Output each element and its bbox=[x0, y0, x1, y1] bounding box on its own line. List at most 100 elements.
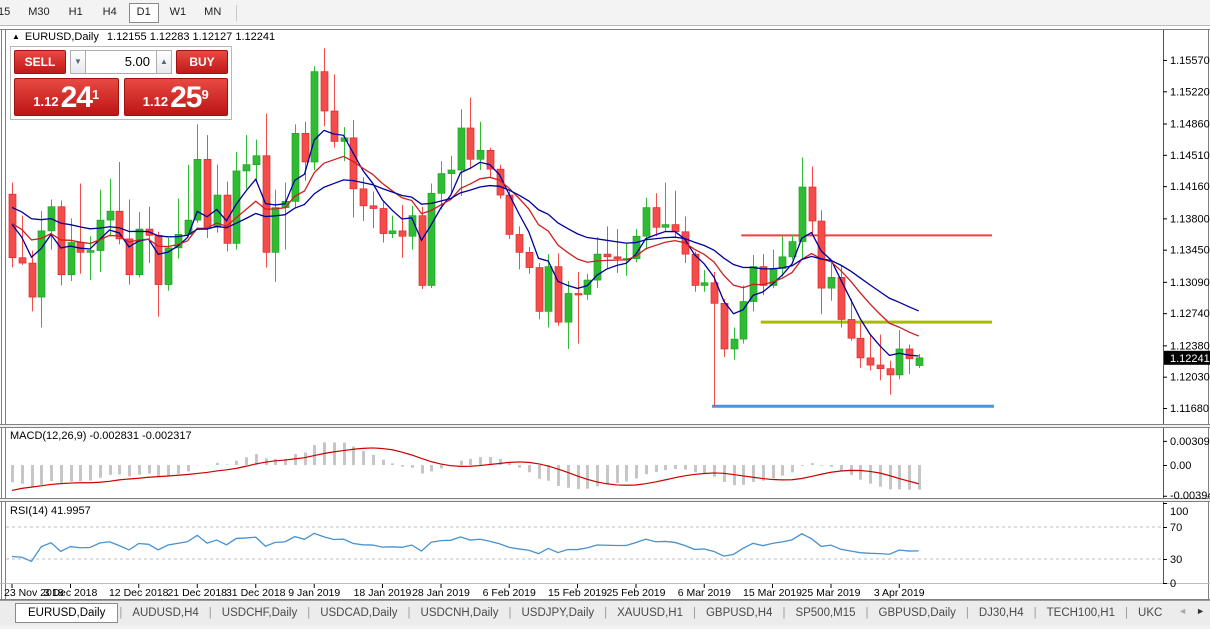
tab-separator: | bbox=[208, 607, 212, 619]
macd-tick-label: 0.003095 bbox=[1170, 436, 1210, 448]
tab-separator: | bbox=[508, 607, 512, 619]
macd-histogram bbox=[11, 442, 921, 490]
tab-separator: | bbox=[1125, 607, 1129, 619]
sell-button[interactable]: SELL bbox=[14, 50, 66, 74]
chart-tab-usdcad-daily[interactable]: USDCAD,Daily bbox=[320, 607, 398, 619]
tab-separator: | bbox=[965, 607, 969, 619]
macd-tick-label: 0.00 bbox=[1170, 460, 1191, 472]
rsi-line bbox=[11, 532, 919, 563]
volume-increase-button[interactable]: ▲ bbox=[156, 50, 172, 74]
price-tick-label: 1.12740 bbox=[1170, 308, 1210, 320]
timeframe-button-d1[interactable]: D1 bbox=[128, 2, 159, 23]
buy-button[interactable]: BUY bbox=[176, 50, 228, 74]
tab-separator: | bbox=[865, 607, 869, 619]
tab-separator: | bbox=[604, 607, 608, 619]
current-price-label bbox=[1164, 350, 1210, 365]
date-label: 21 Dec 2018 bbox=[167, 587, 227, 599]
sell-price-main: 24 bbox=[60, 81, 93, 114]
chart-tab-usdchf-daily[interactable]: USDCHF,Daily bbox=[221, 607, 298, 619]
timeframe-button-h1[interactable]: H1 bbox=[68, 5, 83, 18]
timeframe-button-m30[interactable]: M30 bbox=[28, 5, 50, 18]
timeframe-button-w1[interactable]: W1 bbox=[169, 5, 187, 18]
one-click-trading-panel: SELL ▼ 5.00 ▲ BUY 1.12 24 1 1.12 25 9 bbox=[10, 46, 232, 120]
chart-tab-xauusd-h1[interactable]: XAUUSD,H1 bbox=[617, 607, 683, 619]
sell-price-prefix: 1.12 bbox=[33, 94, 59, 109]
macd-label: MACD(12,26,9) -0.002831 -0.002317 bbox=[10, 430, 192, 442]
chart-title: ▲ EURUSD,Daily 1.12155 1.12283 1.12127 1.1… bbox=[12, 31, 275, 43]
date-label: 6 Mar 2019 bbox=[678, 587, 731, 599]
chart-ohlc-values: 1.12155 1.12283 1.12127 1.12241 bbox=[106, 31, 276, 43]
tab-separator: | bbox=[782, 607, 786, 619]
window-bottom-edge bbox=[0, 625, 1210, 629]
rsi-tick-label: 100 bbox=[1170, 506, 1188, 518]
date-label: 18 Jan 2019 bbox=[354, 587, 412, 599]
timeframe-toolbar: 15 M30 H1 H4 D1 W1 MN bbox=[0, 0, 1210, 26]
price-tick-label: 1.15570 bbox=[1170, 55, 1210, 67]
ema-slow-line bbox=[11, 179, 920, 312]
buy-price-main: 25 bbox=[170, 81, 202, 114]
date-label: 23 Nov 2018 bbox=[4, 587, 64, 599]
rsi-tick-label: 0 bbox=[1170, 578, 1176, 590]
tab-separator: | bbox=[407, 607, 411, 619]
timeframe-button-15[interactable]: 15 bbox=[0, 5, 11, 18]
buy-price-button[interactable]: 1.12 25 9 bbox=[123, 78, 228, 116]
tab-scroll-left-icon[interactable]: ◄ bbox=[1178, 606, 1188, 616]
toolbar-separator bbox=[236, 4, 238, 21]
pane-separator[interactable] bbox=[0, 424, 1210, 428]
price-tick-label: 1.11680 bbox=[1170, 403, 1209, 415]
volume-decrease-button[interactable]: ▼ bbox=[70, 50, 86, 74]
price-tick-label: 1.14160 bbox=[1170, 181, 1210, 193]
price-tick-label: 1.15220 bbox=[1170, 86, 1210, 98]
chart-tab-audusd-h4[interactable]: AUDUSD,H4 bbox=[132, 607, 199, 619]
macd-tick-label: -0.003942 bbox=[1170, 490, 1210, 502]
chart-tab-gbpusd-h4[interactable]: GBPUSD,H4 bbox=[705, 607, 773, 619]
timeframe-button-h4[interactable]: H4 bbox=[102, 5, 117, 18]
date-label: 15 Feb 2019 bbox=[548, 587, 607, 599]
chart-tab-eurusd-daily[interactable]: EURUSD,Daily bbox=[15, 603, 119, 623]
date-label: 28 Jan 2019 bbox=[412, 587, 470, 599]
chart-tab-usdjpy-daily[interactable]: USDJPY,Daily bbox=[521, 607, 595, 619]
date-label: 12 Dec 2018 bbox=[109, 587, 169, 599]
chart-tab-ukc[interactable]: UKC bbox=[1138, 607, 1163, 619]
tab-separator: | bbox=[1033, 607, 1037, 619]
date-label: 6 Feb 2019 bbox=[483, 587, 536, 599]
tab-scroll-right-icon[interactable]: ► bbox=[1196, 606, 1205, 616]
chart-tab-tech100-h1[interactable]: TECH100,H1 bbox=[1046, 607, 1116, 619]
tab-separator: | bbox=[119, 607, 123, 619]
price-tick-label: 1.13450 bbox=[1170, 245, 1210, 257]
date-label: 3 Apr 2019 bbox=[874, 587, 925, 599]
tab-separator: | bbox=[307, 607, 311, 619]
tab-separator: | bbox=[692, 607, 696, 619]
one-click-collapse-icon[interactable]: ▲ bbox=[12, 32, 20, 41]
chart-tab-gbpusd-daily[interactable]: GBPUSD,Daily bbox=[878, 607, 956, 619]
buy-price-sup: 9 bbox=[201, 87, 209, 102]
sell-price-sup: 1 bbox=[91, 87, 100, 102]
macd-signal-line bbox=[11, 447, 919, 491]
ema-fast-line bbox=[11, 129, 919, 357]
sell-price-button[interactable]: 1.12 24 1 bbox=[14, 78, 119, 116]
rsi-label: RSI(14) 41.9957 bbox=[10, 505, 91, 517]
chart-tabbar: EURUSD,Daily | AUDUSD,H4 | USDCHF,Daily | USDC… bbox=[0, 600, 1210, 625]
date-label: 31 Dec 2018 bbox=[226, 587, 286, 599]
date-label: 25 Mar 2019 bbox=[802, 587, 861, 599]
date-label: 15 Mar 2019 bbox=[743, 587, 802, 599]
rsi-tick-label: 70 bbox=[1170, 522, 1182, 534]
candlestick-series bbox=[8, 48, 924, 407]
price-tick-label: 1.13090 bbox=[1170, 277, 1210, 289]
ema-mid-line bbox=[11, 155, 919, 337]
current-price-text: 1.12241 bbox=[1170, 353, 1210, 365]
price-tick-label: 1.13800 bbox=[1170, 213, 1210, 225]
chart-tab-usdcnh-daily[interactable]: USDCNH,Daily bbox=[420, 607, 499, 619]
pane-separator[interactable] bbox=[0, 498, 1210, 502]
chart-tab-sp500-m15[interactable]: SP500,M15 bbox=[795, 607, 856, 619]
timeframe-button-mn[interactable]: MN bbox=[204, 5, 222, 18]
price-tick-label: 1.14510 bbox=[1170, 150, 1210, 162]
volume-input[interactable]: 5.00 bbox=[86, 50, 156, 74]
date-label: 9 Jan 2019 bbox=[288, 587, 340, 599]
date-label: 25 Feb 2019 bbox=[607, 587, 666, 599]
rsi-tick-label: 30 bbox=[1170, 554, 1182, 566]
price-tick-label: 1.12030 bbox=[1170, 372, 1210, 384]
chart-tab-dj30-h4[interactable]: DJ30,H4 bbox=[978, 607, 1024, 619]
